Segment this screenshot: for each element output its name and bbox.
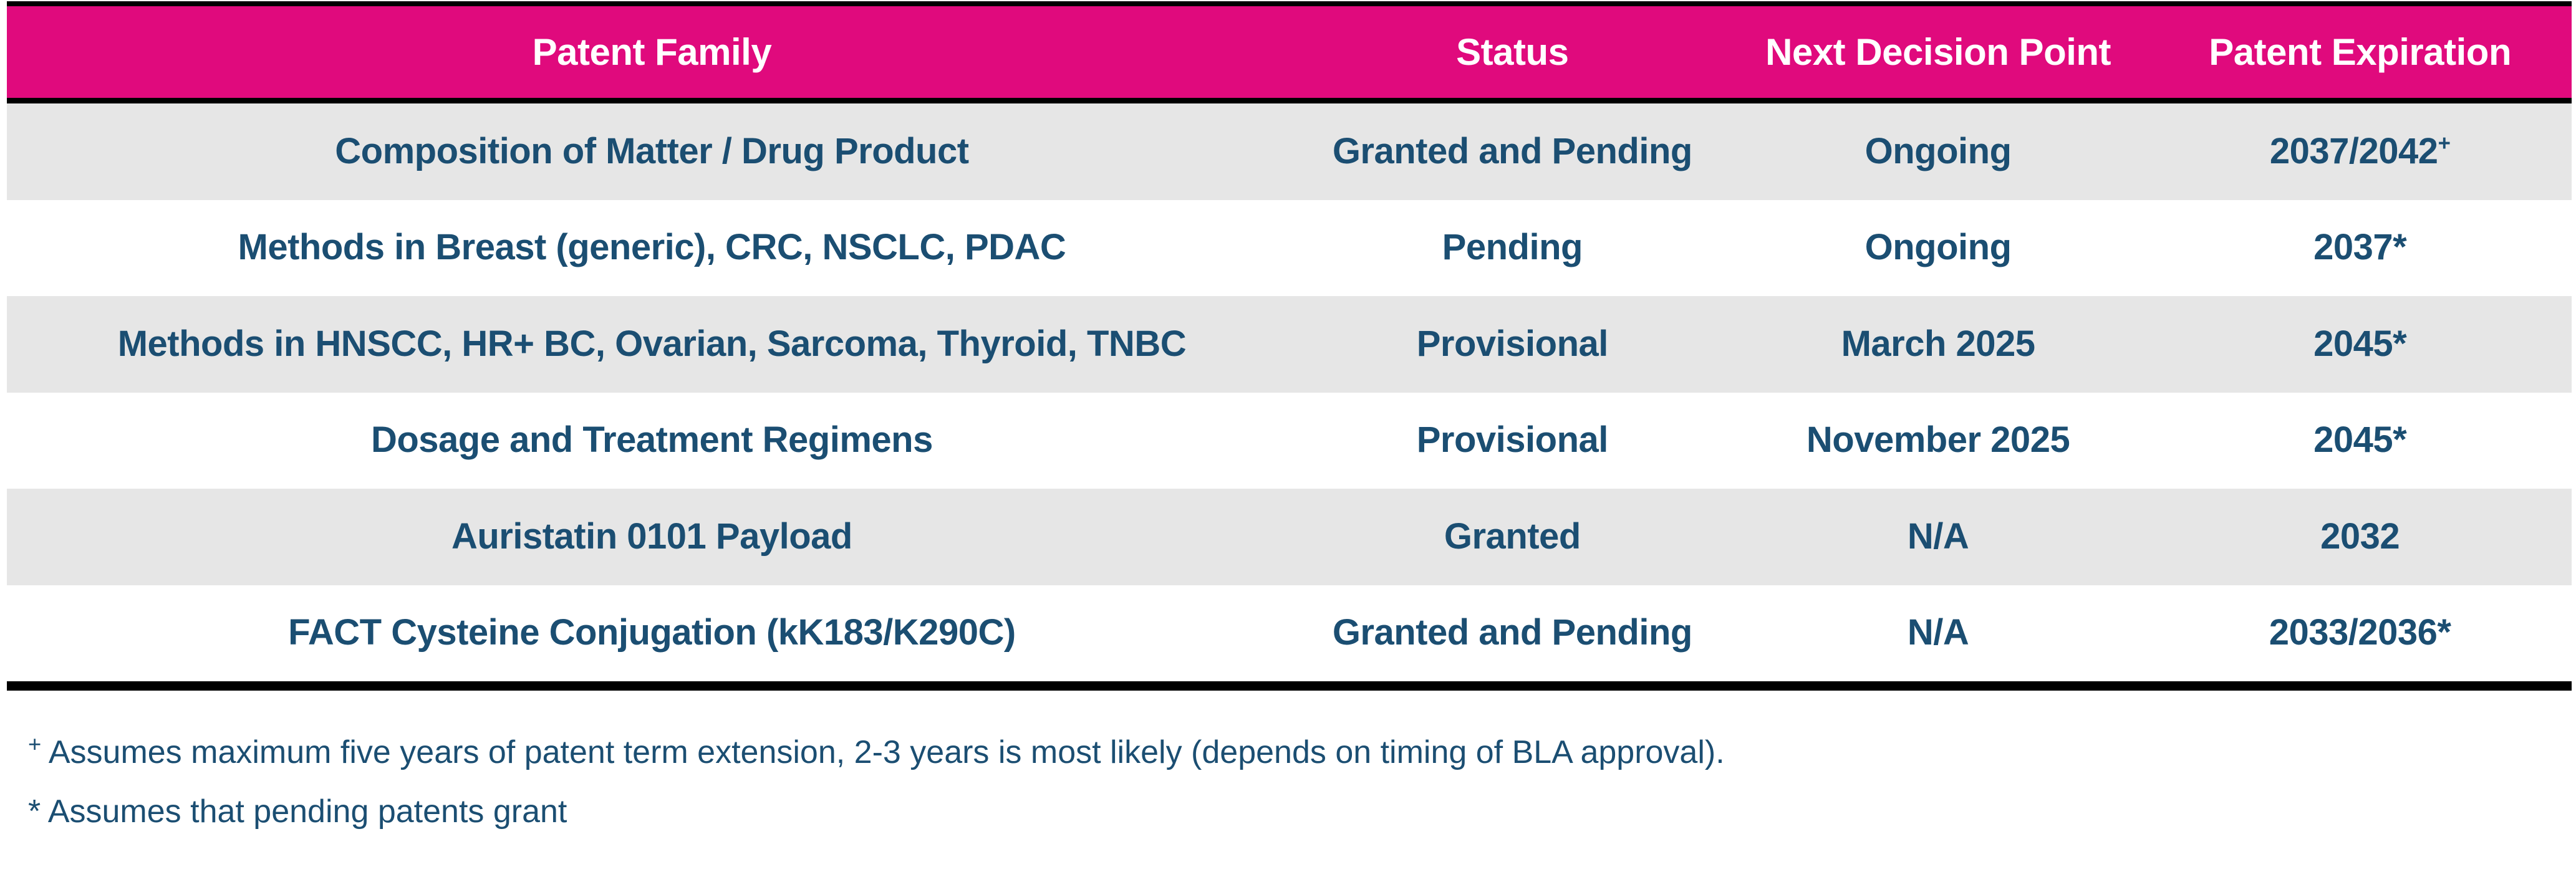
cell-next-decision-point: Ongoing [1864, 130, 2012, 171]
cell-patent-family: Methods in HNSCC, HR+ BC, Ovarian, Sarco… [117, 323, 1187, 364]
cell-patent-expiration: 2037* [2313, 227, 2407, 268]
footnote-asterisk-text: Assumes that pending patents grant [47, 793, 567, 830]
cell-next-decision-point: Ongoing [1864, 227, 2012, 268]
footnotes: + Assumes maximum five years of patent t… [28, 723, 2547, 841]
footnote-asterisk: * Assumes that pending patents grant [28, 782, 2547, 841]
cell-status: Provisional [1416, 419, 1609, 461]
table-row: Composition of Matter / Drug Product Gra… [7, 103, 2572, 200]
cell-patent-family: Auristatin 0101 Payload [451, 515, 852, 557]
cell-next-decision-point: N/A [1907, 515, 1969, 557]
cell-patent-family: Composition of Matter / Drug Product [335, 130, 969, 171]
cell-next-decision-point: March 2025 [1841, 323, 2035, 364]
cell-patent-expiration: 2045* [2313, 419, 2407, 461]
cell-patent-family: FACT Cysteine Conjugation (kK183/K290C) [288, 612, 1016, 653]
header-patent-expiration: Patent Expiration [2209, 31, 2512, 73]
cell-patent-family: Dosage and Treatment Regimens [370, 419, 933, 461]
table-row: Auristatin 0101 Payload Granted N/A 2032 [7, 489, 2572, 585]
cell-status: Granted and Pending [1332, 130, 1692, 171]
cell-patent-expiration: 2045* [2313, 323, 2407, 364]
cell-patent-expiration: 2033/2036* [2269, 612, 2451, 653]
table-row: FACT Cysteine Conjugation (kK183/K290C) … [7, 585, 2572, 681]
cell-status: Pending [1442, 227, 1583, 268]
table-top-rule [7, 1, 2572, 6]
footnote-asterisk-marker: * [28, 793, 41, 830]
cell-patent-expiration: 2037/2042+ [2269, 130, 2451, 171]
header-status: Status [1456, 31, 1569, 73]
cell-patent-family: Methods in Breast (generic), CRC, NSCLC,… [238, 227, 1066, 268]
cell-status: Granted and Pending [1332, 612, 1692, 653]
cell-next-decision-point: November 2025 [1806, 419, 2070, 461]
table-row: Methods in HNSCC, HR+ BC, Ovarian, Sarco… [7, 296, 2572, 393]
table-body: Composition of Matter / Drug Product Gra… [7, 103, 2572, 681]
footnote-plus-text: Assumes maximum five years of patent ter… [48, 734, 1725, 770]
table-row: Dosage and Treatment Regimens Provisiona… [7, 392, 2572, 489]
header-next-decision-point: Next Decision Point [1765, 31, 2111, 73]
table-header-row: Patent Family Status Next Decision Point… [7, 6, 2572, 98]
cell-patent-expiration: 2032 [2320, 515, 2400, 557]
patent-table: Patent Family Status Next Decision Point… [7, 1, 2572, 691]
cell-status: Granted [1444, 515, 1581, 557]
table-row: Methods in Breast (generic), CRC, NSCLC,… [7, 199, 2572, 296]
footnote-plus: + Assumes maximum five years of patent t… [28, 731, 1725, 770]
cell-next-decision-point: N/A [1907, 612, 1969, 653]
table-bottom-rule [7, 681, 2572, 691]
header-patent-family: Patent Family [532, 31, 772, 73]
table-header-rule [7, 98, 2572, 103]
cell-status: Provisional [1416, 323, 1609, 364]
